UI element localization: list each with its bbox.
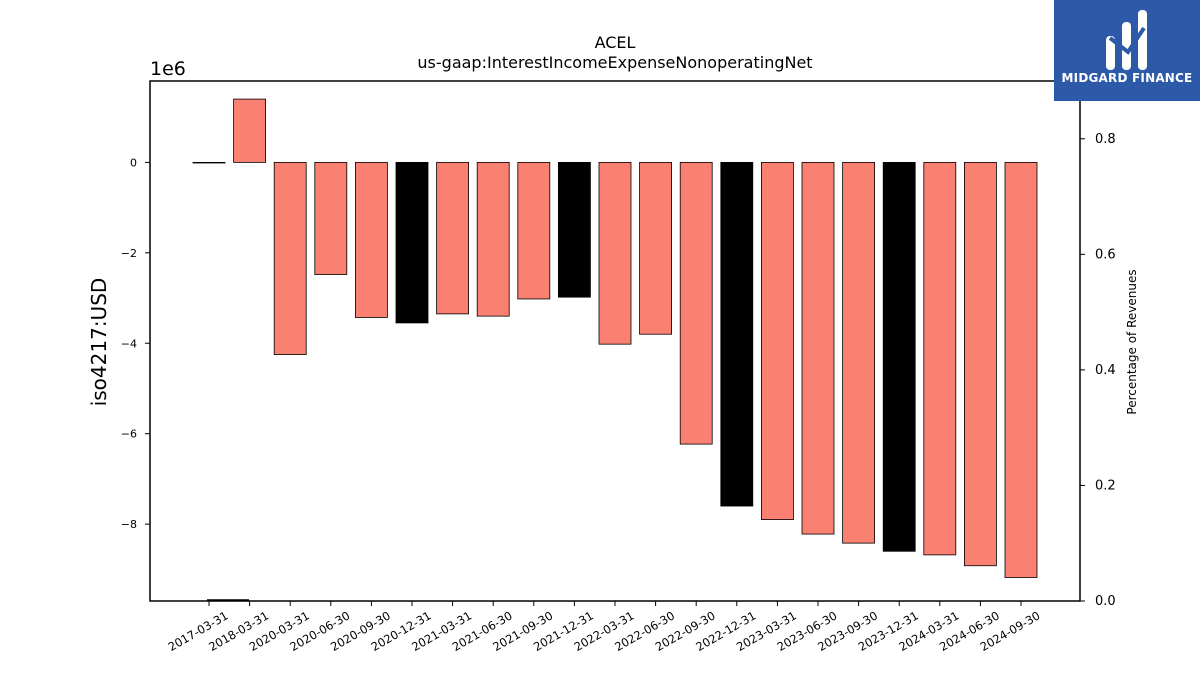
bar: [679, 161, 713, 445]
y-tick-label: −2: [121, 247, 137, 260]
y-tick-label: −8: [121, 518, 137, 531]
y2-tick-label: 0.2: [1095, 478, 1116, 493]
bar: [964, 161, 997, 567]
bar: [517, 161, 551, 300]
bar: [923, 161, 957, 556]
bar: [233, 98, 267, 163]
y2-tick-label: 0.6: [1095, 247, 1116, 262]
bar: [558, 161, 591, 298]
bar: [192, 161, 226, 164]
logo-text: MIDGARD FINANCE: [1061, 71, 1193, 85]
bar: [395, 161, 429, 324]
bar: [436, 161, 470, 315]
bar: [354, 161, 388, 318]
chart-subtitle: us-gaap:InterestIncomeExpenseNonoperatin…: [417, 53, 812, 72]
bar: [639, 161, 672, 335]
y2-tick-label: 0.0: [1095, 594, 1116, 609]
bar: [598, 161, 632, 345]
bar: [720, 161, 754, 507]
brand-logo: MIDGARD FINANCE: [1054, 0, 1200, 101]
y-offset-label: 1e6: [150, 58, 186, 80]
y2-tick-label: 0.8: [1095, 132, 1116, 147]
chart-title: ACEL: [595, 33, 636, 52]
y-tick-label: 0: [130, 156, 137, 169]
bar: [273, 161, 307, 355]
y2-axis-label: Percentage of Revenues: [1125, 269, 1139, 414]
y-tick-label: −4: [121, 337, 137, 350]
bar-group: [192, 98, 1038, 601]
bar: [882, 161, 916, 552]
bar: [476, 161, 510, 317]
y2-tick-label: 0.4: [1095, 363, 1116, 378]
logo-mark-icon: [1106, 10, 1147, 70]
bar: [801, 161, 835, 535]
bar: [761, 161, 794, 521]
y-axis-label: iso4217:USD: [87, 278, 111, 407]
bar: [842, 161, 875, 544]
bar: [314, 161, 348, 275]
bar: [1004, 161, 1038, 578]
y-tick-label: −6: [121, 428, 137, 441]
